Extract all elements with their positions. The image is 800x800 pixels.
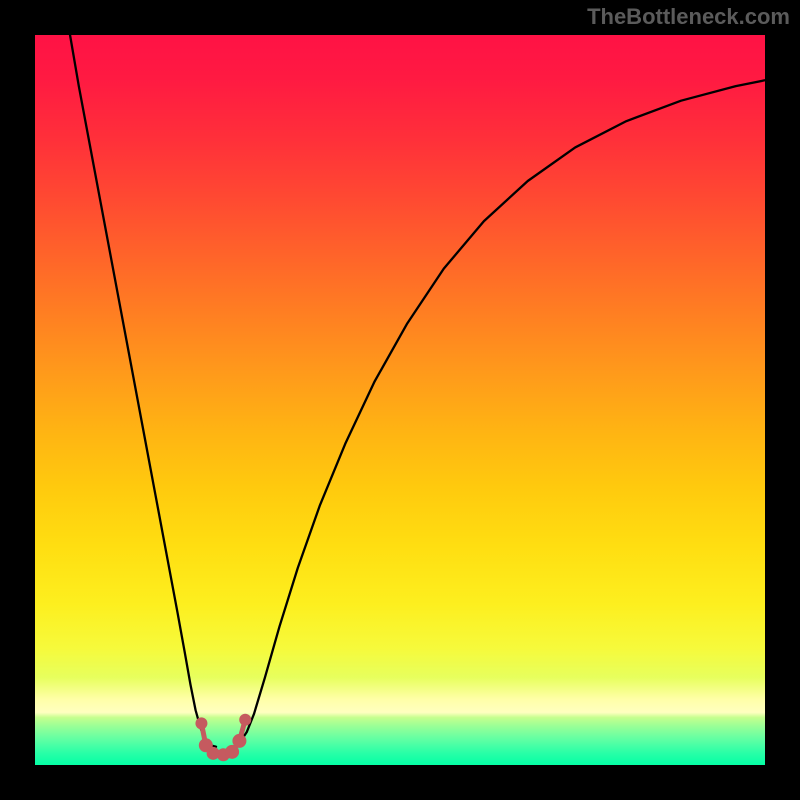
- valley-marker: [195, 717, 207, 729]
- valley-marker: [232, 734, 246, 748]
- chart-container: TheBottleneck.com: [0, 0, 800, 800]
- plot-area: [35, 35, 765, 765]
- gradient-background: [35, 35, 765, 765]
- watermark-text: TheBottleneck.com: [587, 4, 790, 30]
- valley-marker: [239, 714, 251, 726]
- bottleneck-curve-chart: [35, 35, 765, 765]
